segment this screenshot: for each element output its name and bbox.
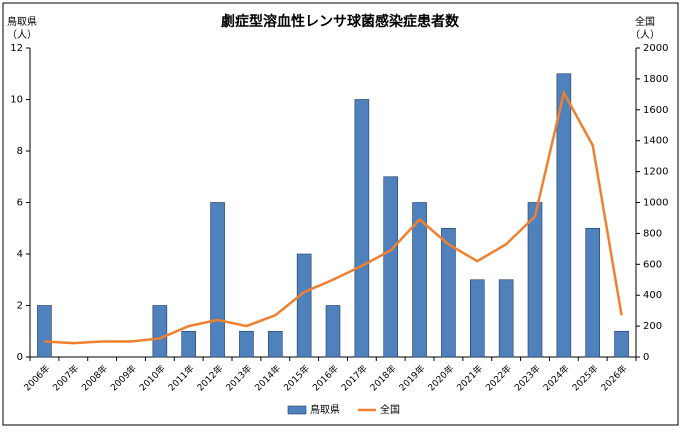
bar [412,202,427,358]
y-tick-label: 2 [17,301,23,312]
bar [37,305,52,358]
y2-tick-label: 800 [643,228,662,239]
bar [267,330,283,358]
y2-tick-label: 0 [643,352,649,363]
bar [325,305,341,358]
bar [152,305,168,358]
y2-tick-label: 200 [643,321,662,332]
y-axis-unit: （人） [7,29,37,41]
y2-tick-label: 400 [643,290,662,301]
bar [585,227,601,358]
y2-tick-label: 1600 [643,105,668,116]
y2-tick-label: 1800 [643,74,668,85]
bar [210,202,225,358]
y2-tick-label: 1400 [643,136,668,147]
bar [441,227,456,358]
bar [354,99,370,358]
y2-tick-label: 1000 [643,198,668,209]
bar [239,330,254,358]
legend-label: 鳥取県 [310,403,340,416]
bar [614,330,629,358]
bar [469,279,485,358]
legend-swatch [287,405,307,415]
bar [527,202,543,358]
y-tick-label: 8 [17,146,23,157]
y-axis-label: 鳥取県 [7,15,37,28]
y2-tick-label: 2000 [643,43,668,54]
legend-label: 全国 [380,403,400,416]
y2-tick-label: 1200 [643,167,668,178]
bar [181,330,197,358]
line [44,89,623,345]
bar [556,73,572,358]
y2-tick-label: 600 [643,259,662,270]
chart-title: 劇症型溶血性レンサ球菌感染症患者数 [221,13,460,30]
bar [383,176,399,358]
y2-axis-unit: （人） [630,29,660,41]
y-tick-label: 4 [17,249,23,260]
y2-axis-label: 全国 [635,15,655,28]
bar [498,279,514,358]
y-tick-label: 10 [10,95,23,106]
chart-border [2,2,679,426]
bar [296,253,312,358]
y-tick-label: 12 [10,43,23,54]
y-tick-label: 0 [17,352,23,363]
y-tick-label: 6 [17,198,23,209]
